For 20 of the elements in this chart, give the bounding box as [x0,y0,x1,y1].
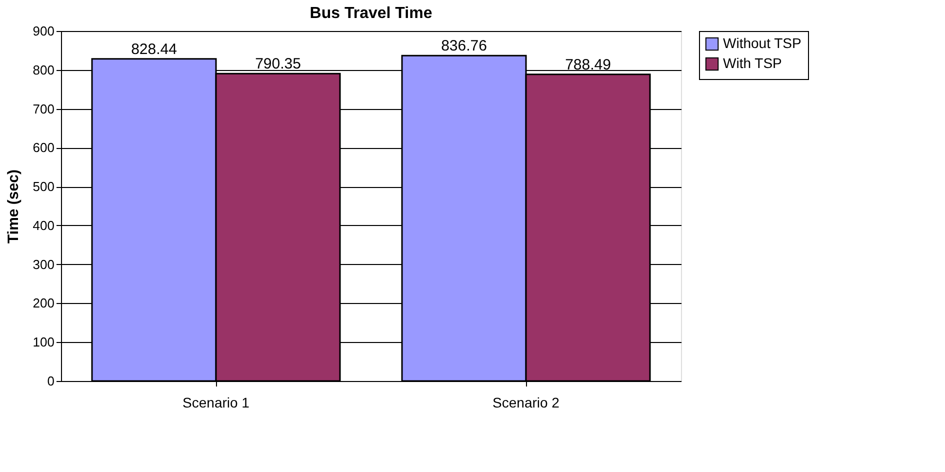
y-axis-title: Time (sec) [4,170,22,244]
x-tick-label: Scenario 2 [492,394,560,410]
y-tick-label: 400 [32,218,54,233]
legend-label: Without TSP [723,35,802,51]
chart-title: Bus Travel Time [310,5,432,22]
y-tick-label: 200 [32,296,54,311]
y-tick-label: 900 [32,24,54,38]
y-tick-label: 700 [32,101,54,116]
y-tick-label: 0 [47,374,54,388]
data-label: 836.76 [441,38,487,55]
x-tick-label: Scenario 1 [182,394,250,410]
data-label: 828.44 [131,40,177,58]
data-label: 790.35 [255,56,301,73]
y-tick-label: 100 [32,334,54,350]
data-label: 788.49 [565,56,611,74]
y-tick-label: 500 [32,179,54,194]
y-tick-label: 600 [32,140,54,156]
legend-label: With TSP [723,55,782,71]
y-tick-label: 800 [32,62,54,78]
y-tick-label: 300 [32,256,54,272]
